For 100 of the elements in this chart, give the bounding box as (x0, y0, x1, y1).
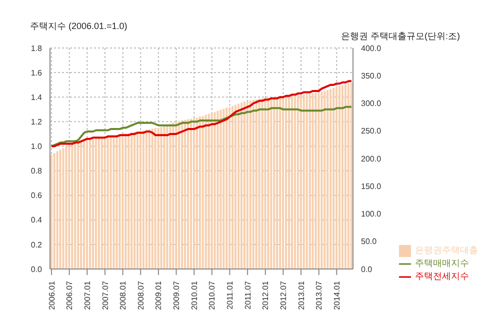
bar (157, 128, 160, 269)
bar (178, 120, 180, 269)
bar (255, 99, 258, 269)
bar (110, 136, 112, 269)
y2-tick-label: 50.0 (361, 237, 378, 246)
bar (71, 144, 74, 269)
y-tick-label: 0.4 (30, 216, 43, 225)
x-tick-label: 2009.01 (154, 280, 164, 310)
x-tick-label: 2010.07 (208, 280, 217, 310)
x-tick-label: 2013.07 (314, 280, 324, 310)
bar (243, 102, 246, 269)
bar (222, 108, 225, 269)
bar (122, 134, 124, 269)
bar (169, 124, 172, 269)
bar (94, 138, 97, 269)
bar (341, 85, 344, 269)
bar (324, 91, 326, 269)
bar (190, 118, 192, 269)
x-tick-label: 2008.07 (136, 280, 146, 310)
bar (196, 118, 198, 269)
bar (163, 126, 166, 269)
bar (134, 132, 136, 269)
y2-tick-label: 250.0 (361, 126, 382, 136)
y-axis-title: 주택지수 (2006.01.=1.0) (30, 20, 128, 33)
y-tick-label: 0.8 (30, 166, 43, 176)
bar (258, 98, 260, 269)
x-tick-label: 2011.01 (226, 280, 235, 310)
bar (100, 138, 103, 269)
bar (77, 142, 80, 269)
bar (306, 94, 308, 269)
bar (300, 94, 302, 269)
legend-label: 주택전세지수 (415, 271, 469, 281)
y2-tick-label: 150.0 (361, 182, 382, 191)
x-tick-label: 2012.01 (261, 280, 270, 310)
bar (175, 121, 178, 269)
bar (347, 83, 350, 269)
bar (210, 113, 213, 269)
bar (136, 131, 139, 269)
bar (314, 92, 317, 269)
y-tick-label: 0.2 (30, 240, 43, 250)
legend-label: 은평권주택대출 (415, 245, 478, 255)
x-tick-label: 2012.07 (278, 280, 288, 310)
x-tick-label: 2007.07 (100, 280, 110, 310)
y-tick-label: 0.6 (30, 191, 43, 200)
bar (282, 96, 284, 269)
x-tick-label: 2014.01 (332, 280, 342, 310)
bar (273, 97, 276, 269)
bar (279, 96, 282, 269)
bar (208, 114, 210, 269)
bar (276, 96, 278, 269)
bar (252, 100, 254, 269)
bar (202, 116, 204, 269)
bar (350, 82, 352, 269)
bar (318, 92, 320, 269)
bar (290, 94, 293, 269)
bar (59, 150, 62, 269)
bar (160, 127, 162, 269)
bar (83, 140, 86, 269)
y2-tick-label: 200.0 (361, 154, 382, 164)
bar (56, 151, 58, 269)
bar (264, 98, 266, 269)
bar (50, 154, 52, 269)
bar (65, 146, 68, 269)
bar (285, 96, 288, 269)
bar (288, 96, 290, 269)
bar (118, 134, 121, 269)
x-tick-label: 2010.01 (190, 280, 199, 310)
x-tick-label: 2006.07 (65, 280, 74, 310)
legend-label: 주택매매지수 (415, 258, 469, 268)
bar (142, 130, 144, 269)
bar (130, 132, 133, 269)
bar (214, 112, 216, 269)
bar (112, 135, 115, 269)
bar (198, 116, 201, 269)
bar (326, 90, 329, 269)
y2-tick-label: 300.0 (361, 99, 382, 108)
bar (181, 120, 184, 269)
y-tick-label: 1.8 (30, 44, 43, 53)
bar (74, 143, 76, 269)
x-tick-label: 2007.01 (82, 280, 92, 310)
x-tick-label: 2008.01 (118, 280, 128, 310)
line-series (50, 106, 353, 148)
bar (124, 134, 127, 269)
bar (104, 136, 106, 269)
bar (336, 86, 338, 269)
bar (261, 98, 264, 269)
bar (338, 86, 341, 269)
bar (246, 101, 248, 269)
y2-tick-label: 400.0 (361, 44, 382, 53)
bar (80, 141, 82, 269)
bar (184, 120, 186, 269)
bar (270, 97, 272, 269)
bar (320, 92, 323, 269)
bar (88, 140, 91, 269)
y2-axis-title: 은행권 주택대출규모(단위:조) (341, 30, 460, 43)
bar (139, 130, 142, 269)
y-tick-label: 1.4 (30, 92, 43, 102)
bar (145, 130, 148, 269)
bar (294, 94, 296, 269)
x-tick-label: 2013.01 (296, 280, 306, 310)
